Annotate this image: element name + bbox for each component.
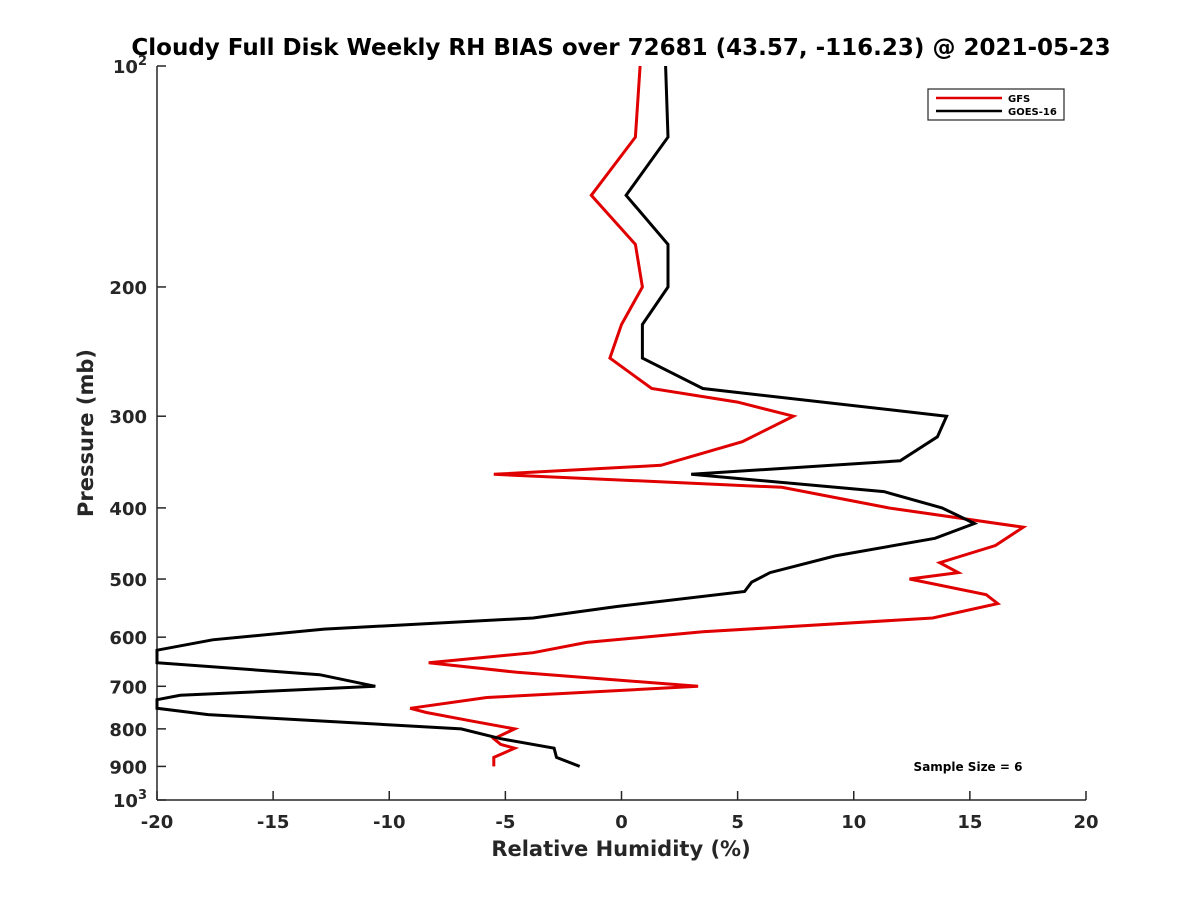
x-tick-label: -20 <box>141 812 174 833</box>
y-tick-label: 800 <box>109 720 147 741</box>
legend-label-goes-16: GOES-16 <box>1008 107 1057 118</box>
x-tick-label: 0 <box>615 812 628 833</box>
x-tick-label: 15 <box>957 812 982 833</box>
y-tick-label: 400 <box>109 499 147 520</box>
legend-box <box>927 88 1065 121</box>
series-lines <box>155 65 1028 768</box>
series-line-gfs <box>409 65 1028 767</box>
x-tick-label: -5 <box>495 812 515 833</box>
x-axis-label: Relative Humidity (%) <box>491 837 750 861</box>
y-tick-label: 300 <box>109 407 147 428</box>
x-tick-label: -15 <box>257 812 290 833</box>
y-tick-label: 900 <box>109 757 147 778</box>
y-tick-label: 600 <box>109 628 147 649</box>
y-tick-label: 200 <box>109 278 147 299</box>
chart-title: Cloudy Full Disk Weekly RH BIAS over 726… <box>131 35 1110 61</box>
x-tick-label: 5 <box>731 812 744 833</box>
y-axis-ticks: 102 200 300 400 500 600 700 800 900 103 <box>109 54 166 812</box>
x-tick-label: 20 <box>1073 812 1098 833</box>
legend-label-gfs: GFS <box>1008 94 1030 105</box>
x-tick-label: 10 <box>841 812 866 833</box>
sample-size-annotation: Sample Size = 6 <box>914 760 1023 774</box>
legend: GFS GOES-16 <box>927 88 1065 121</box>
y-axis-label: Pressure (mb) <box>74 349 98 517</box>
y-tick-label: 500 <box>109 570 147 591</box>
y-tick-label: 700 <box>109 677 147 698</box>
series-line-goes-16 <box>155 65 979 768</box>
x-tick-label: -10 <box>373 812 406 833</box>
y-tick-label: 103 <box>113 788 147 812</box>
x-axis-ticks: -20 -15 -10 -5 0 5 10 15 20 <box>141 791 1099 833</box>
y-tick-label: 102 <box>113 54 147 78</box>
